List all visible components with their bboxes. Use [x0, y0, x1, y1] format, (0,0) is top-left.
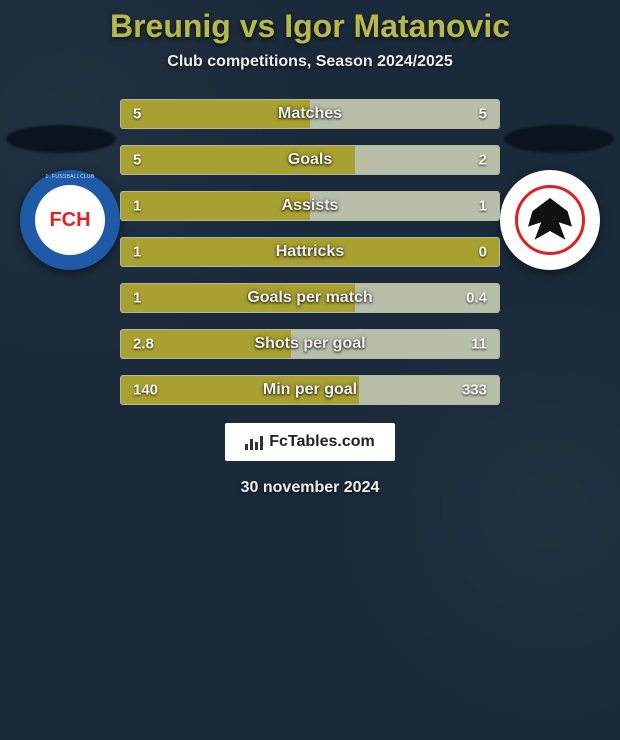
stat-bar-right — [291, 330, 499, 358]
stat-bar-right — [359, 376, 499, 404]
club-badge-left-label: FCH — [35, 185, 105, 255]
footer-date: 30 november 2024 — [0, 479, 620, 497]
page-title: Breunig vs Igor Matanovic — [0, 8, 620, 45]
eagle-icon — [528, 198, 572, 242]
shadow-right — [504, 125, 614, 153]
comparison-card: Breunig vs Igor Matanovic Club competiti… — [0, 0, 620, 580]
shadow-left — [6, 125, 116, 153]
brand-text: FcTables.com — [269, 433, 375, 451]
stat-bar-right — [355, 146, 499, 174]
stat-row: 10.4Goals per match — [120, 283, 500, 313]
stat-bar-right — [310, 192, 499, 220]
stat-bar-left — [121, 238, 499, 266]
club-badge-left-ring: 1. FUSSBALLCLUB — [46, 174, 95, 180]
stat-row: 55Matches — [120, 99, 500, 129]
club-badge-right — [500, 170, 600, 270]
stat-bar-left — [121, 100, 310, 128]
stat-bar-left — [121, 330, 291, 358]
stat-bar-right — [355, 284, 499, 312]
stat-row: 10Hattricks — [120, 237, 500, 267]
stat-bar-left — [121, 284, 355, 312]
stat-row: 2.811Shots per goal — [120, 329, 500, 359]
club-badge-left: 1. FUSSBALLCLUB FCH — [20, 170, 120, 270]
stat-bar-right — [310, 100, 499, 128]
stat-bars: 55Matches 52Goals 11Assists 10Hattricks 10.4… — [120, 99, 500, 405]
stat-row: 11Assists — [120, 191, 500, 221]
chart-icon — [245, 434, 263, 450]
stat-bar-left — [121, 376, 359, 404]
stat-bar-left — [121, 146, 355, 174]
brand-badge: FcTables.com — [225, 423, 395, 461]
stat-row: 140333Min per goal — [120, 375, 500, 405]
stat-bar-left — [121, 192, 310, 220]
subtitle: Club competitions, Season 2024/2025 — [0, 53, 620, 71]
stat-row: 52Goals — [120, 145, 500, 175]
